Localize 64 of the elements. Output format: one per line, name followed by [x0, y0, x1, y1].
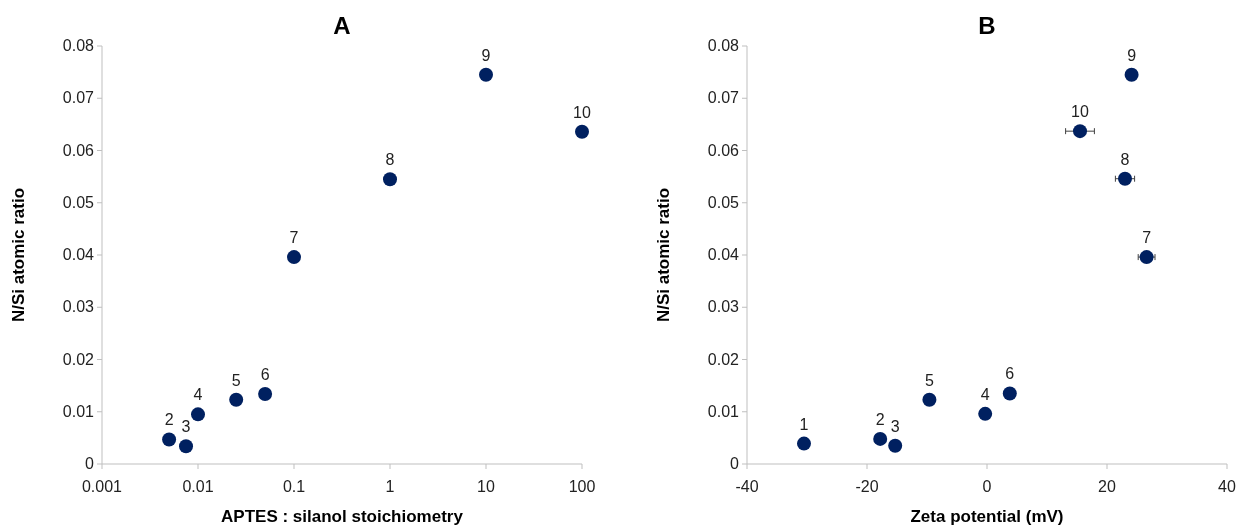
- y-tick-label: 0.08: [707, 37, 740, 54]
- point: [1073, 124, 1087, 139]
- x-tick-label: 40: [1218, 478, 1236, 495]
- annotation: 8: [385, 151, 395, 169]
- x-tick-label: -40: [735, 478, 759, 495]
- point: [1002, 386, 1017, 401]
- y-tick-label: 0.02: [62, 350, 95, 368]
- annotation: 9: [1127, 46, 1137, 64]
- x-axis-title: Zeta potential (mV): [910, 507, 1064, 526]
- point: [873, 431, 888, 446]
- x-tick-label: -20: [855, 478, 879, 495]
- y-tick-label: 0.04: [62, 246, 95, 263]
- point: [797, 436, 811, 451]
- annotation: 10: [1071, 103, 1089, 121]
- annotation: 8: [1120, 150, 1130, 168]
- x-tick-label: 0.01: [182, 478, 214, 495]
- y-tick-label: 0.01: [707, 402, 740, 420]
- y-tick-label: 0.03: [62, 298, 95, 316]
- y-tick-label: 0.05: [707, 193, 740, 211]
- x-tick-label: 100: [568, 478, 596, 495]
- y-tick-label: 0.03: [707, 298, 740, 316]
- x-tick-label: 0.1: [282, 478, 306, 495]
- point: [1124, 67, 1139, 82]
- y-tick-label: 0.07: [707, 89, 740, 107]
- x-tick-label: 0: [982, 478, 992, 495]
- annotation: 1: [799, 415, 809, 433]
- point: [1139, 250, 1154, 265]
- y-tick-label: 0.01: [62, 402, 95, 420]
- chart-title: A: [333, 12, 351, 39]
- x-tick-label: 10: [477, 478, 495, 495]
- y-tick-label: 0.04: [707, 246, 740, 263]
- annotation: 5: [924, 371, 934, 389]
- annotation: 2: [875, 410, 885, 428]
- x-axis-title: APTES : silanol stoichiometry: [221, 507, 464, 526]
- point: [888, 438, 903, 453]
- x-tick-label: 20: [1098, 478, 1116, 495]
- x-tick-label: 0.001: [81, 478, 123, 495]
- y-axis-title: N/Si atomic ratio: [9, 187, 28, 323]
- annotation: 4: [980, 385, 990, 403]
- point: [978, 406, 993, 421]
- annotation: 3: [890, 417, 900, 435]
- chart-title: B: [978, 12, 996, 39]
- y-tick-label: 0: [730, 455, 740, 472]
- y-axis-title: N/Si atomic ratio: [654, 187, 673, 323]
- annotation: 6: [260, 365, 270, 383]
- annotation: 2: [164, 411, 174, 429]
- y-tick-label: 0.06: [62, 141, 95, 159]
- annotation: 4: [193, 386, 203, 404]
- y-tick-label: 0.05: [62, 193, 95, 211]
- y-tick-label: 0.08: [62, 37, 95, 54]
- y-tick-label: 0.06: [707, 141, 740, 159]
- y-tick-label: 0.07: [62, 89, 95, 107]
- annotation: 9: [481, 46, 491, 64]
- y-tick-label: 0.02: [707, 350, 740, 368]
- point: [922, 392, 937, 407]
- annotation: 3: [181, 418, 191, 436]
- annotation: 7: [289, 229, 299, 247]
- annotation: 10: [573, 103, 591, 121]
- point: [1118, 171, 1132, 186]
- annotation: 7: [1142, 229, 1152, 247]
- y-tick-label: 0: [85, 455, 95, 472]
- annotation: 6: [1005, 365, 1015, 383]
- annotation: 5: [231, 371, 241, 389]
- x-tick-label: 1: [385, 478, 395, 495]
